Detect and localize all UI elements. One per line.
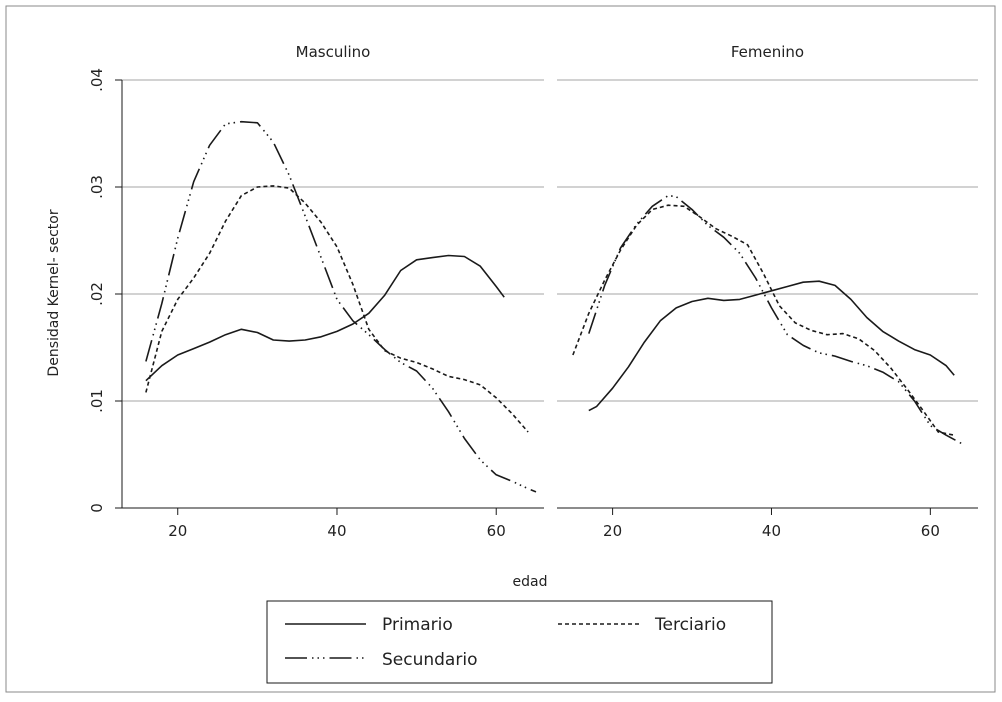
y-tick-label: .01 [88,389,106,413]
panels-group: Masculino 20 40 60 0 .01 .02 .03 .04 Femenino 20 40… [88,43,978,540]
panel-femenino: Femenino 20 40 60 [557,43,978,540]
panel-masculino: Masculino 20 40 60 0 .01 .02 .03 .04 [88,43,544,540]
x-tick-label: 20 [603,522,622,540]
x-tick-label: 60 [487,522,506,540]
legend-label-secundario: Secundario [382,650,477,670]
y-axis-title: Densidad Kernel- sector [46,209,62,376]
panel-title: Masculino [296,43,371,61]
x-tick-label: 40 [762,522,781,540]
x-tick-label: 40 [327,522,346,540]
series-line-terciario [572,204,955,436]
panel-title: Femenino [731,43,804,61]
series-line-secundario [145,120,537,493]
series-line-primario [145,254,505,382]
series-line-terciario [145,185,529,433]
outer-border [5,5,996,693]
y-tick-label: .02 [88,282,106,306]
y-tick-label: .03 [88,175,106,199]
legend-box [266,600,773,684]
x-axis-title: edad [513,574,548,590]
x-tick-label: 60 [921,522,940,540]
y-tick-label: 0 [88,503,106,513]
legend-label-terciario: Terciario [654,615,726,635]
legend: Primario Terciario Secundario [266,600,773,684]
y-tick-label: .04 [88,68,106,92]
x-tick-label: 20 [168,522,187,540]
series-line-secundario [588,194,963,445]
legend-label-primario: Primario [382,615,453,635]
